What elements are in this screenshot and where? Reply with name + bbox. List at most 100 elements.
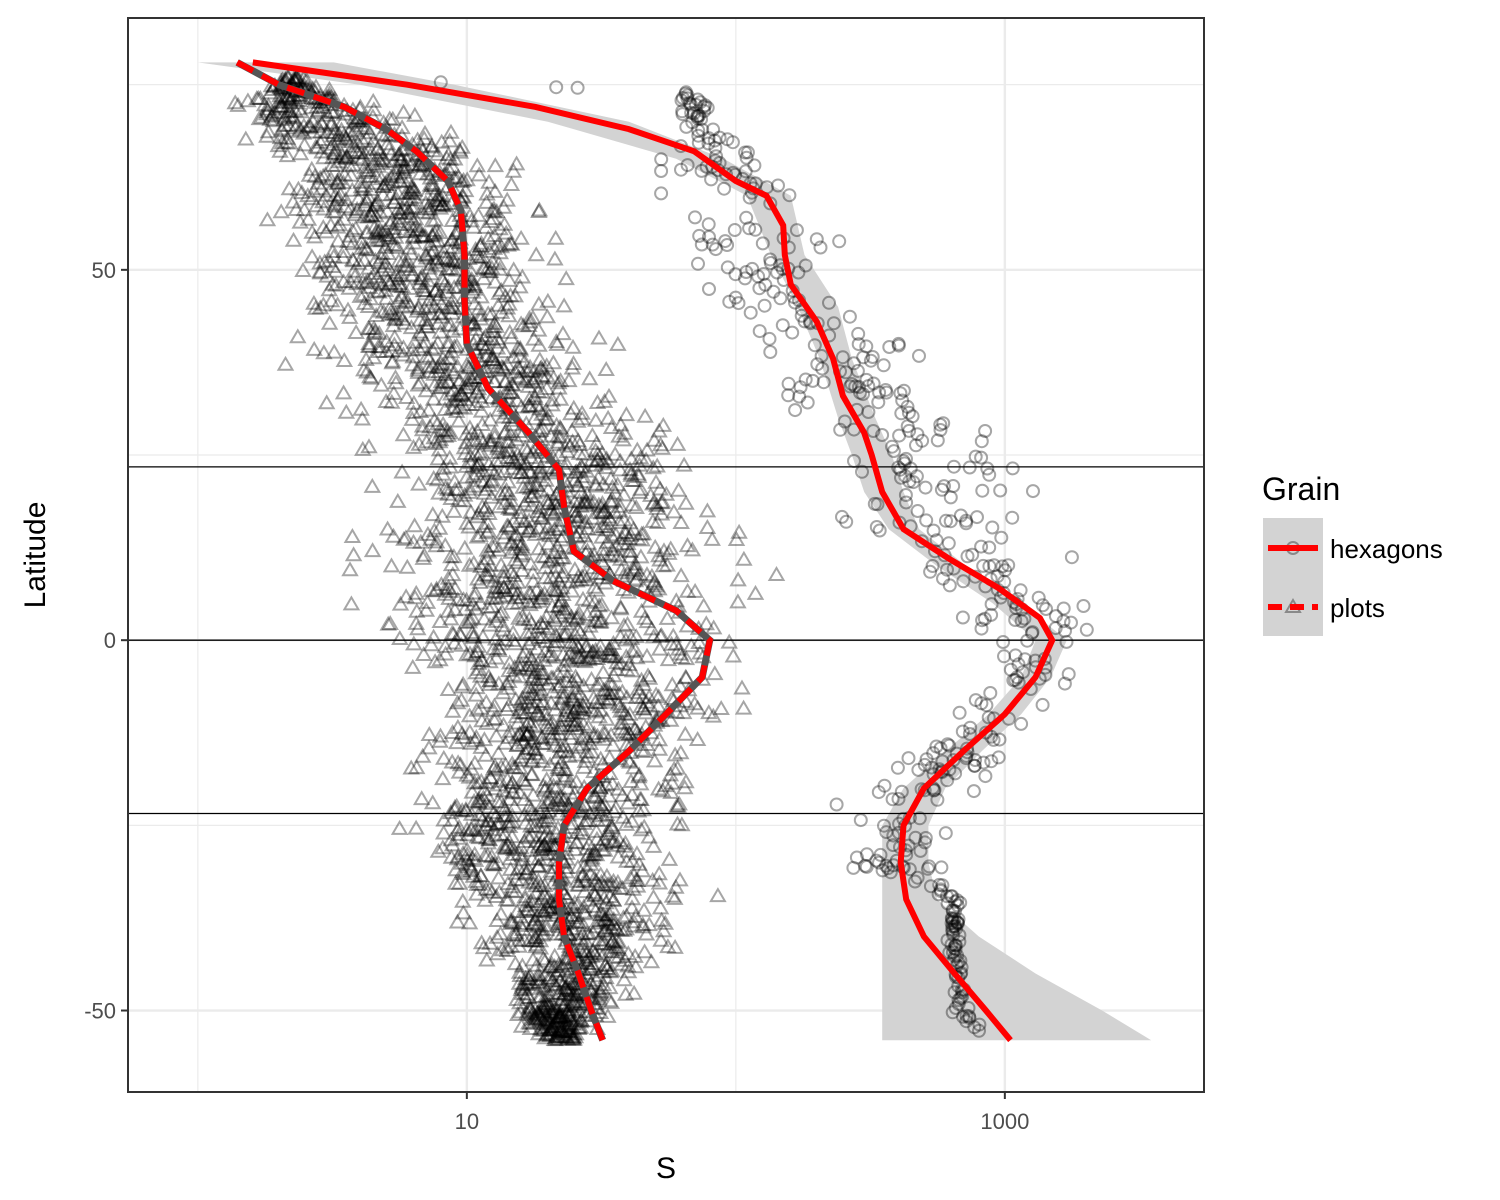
plots-point — [439, 278, 458, 294]
plots-point — [535, 781, 554, 797]
plots-point — [307, 78, 325, 94]
plots-point — [325, 343, 343, 359]
plots-point — [551, 676, 570, 692]
plots-point — [547, 333, 566, 349]
hexagons-point — [813, 240, 828, 255]
plots-point — [552, 420, 570, 436]
plots-point — [604, 872, 623, 888]
plots-point — [610, 832, 628, 847]
plots-point — [572, 1011, 590, 1027]
plots-point — [623, 643, 641, 659]
plots-point — [463, 783, 481, 799]
plots-point — [333, 113, 352, 129]
plots-point — [314, 193, 332, 209]
plots-point — [403, 184, 421, 200]
plots-point — [539, 292, 557, 308]
plots-point — [594, 664, 612, 679]
plots-point — [621, 543, 639, 558]
plots-point — [449, 718, 467, 734]
plots-point — [327, 144, 345, 160]
plots-point — [629, 802, 648, 818]
plots-point — [628, 570, 646, 586]
plots-point — [504, 261, 523, 277]
plots-point — [558, 651, 576, 667]
plots-point — [537, 921, 556, 937]
plots-point — [524, 932, 542, 948]
plots-point — [544, 369, 563, 385]
plots-point — [604, 736, 622, 752]
plots-point — [591, 982, 610, 998]
plots-point — [537, 608, 556, 623]
hexagons-point — [991, 750, 1006, 765]
plots-point — [634, 700, 653, 716]
x-axis-title: S — [656, 1152, 676, 1185]
plots-point — [290, 92, 309, 107]
plots-point — [688, 731, 707, 746]
plots-point — [551, 544, 570, 560]
hexagons-point — [709, 149, 724, 164]
plots-point — [589, 445, 607, 461]
plots-point — [575, 514, 594, 530]
plots-point — [283, 90, 301, 106]
plots-point — [599, 876, 617, 891]
plots-point — [409, 361, 427, 377]
plots-point — [539, 888, 558, 904]
plots-point — [492, 905, 510, 921]
plots-point — [570, 876, 588, 892]
plots-point — [533, 734, 551, 750]
plots-point — [477, 693, 496, 709]
plots-point — [502, 492, 520, 508]
plots-point — [488, 928, 506, 944]
plots-point — [594, 946, 612, 962]
plots-point — [364, 92, 382, 108]
plots-point — [506, 551, 524, 567]
plots-point — [342, 166, 360, 182]
plots-point — [474, 628, 492, 644]
plots-point — [402, 191, 421, 207]
plots-point — [591, 637, 610, 653]
plots-point — [590, 794, 608, 810]
plots-point — [657, 485, 676, 501]
plots-point — [385, 220, 404, 235]
plots-point — [543, 898, 562, 914]
plots-point — [626, 947, 644, 963]
plots-point — [577, 964, 595, 980]
plots-point — [566, 1015, 584, 1031]
plots-point — [628, 845, 646, 861]
plots-point — [663, 676, 682, 692]
plots-point — [590, 990, 608, 1006]
plots-point — [567, 773, 586, 789]
plots-point — [522, 623, 540, 639]
plots-point — [558, 955, 576, 970]
plots-point — [393, 119, 411, 135]
plots-point — [531, 661, 549, 677]
plots-point — [539, 809, 557, 825]
plots-point — [666, 938, 684, 954]
plots-point — [566, 508, 584, 524]
plots-point — [259, 123, 278, 139]
plots-point — [576, 494, 594, 510]
plots-point — [389, 492, 407, 508]
plots-point — [547, 567, 565, 583]
plots-point — [543, 396, 561, 412]
plots-point — [526, 929, 545, 944]
plots-point — [561, 1011, 580, 1027]
hexagons-point — [937, 479, 951, 494]
plot-panel — [128, 18, 1204, 1092]
plots-point — [365, 101, 383, 117]
plots-point — [590, 496, 608, 512]
hexagons-point — [742, 190, 757, 205]
plots-point — [409, 298, 428, 314]
plots-point — [546, 1028, 565, 1044]
plots-point — [564, 338, 582, 354]
plots-point — [599, 521, 617, 537]
hexagons-point — [945, 919, 960, 934]
plots-point — [643, 567, 661, 583]
plots-point — [371, 144, 389, 160]
plots-point — [501, 442, 519, 458]
plots-point — [442, 548, 460, 564]
plots-point — [535, 997, 554, 1013]
plots-point — [481, 672, 499, 688]
plots-point — [500, 307, 518, 323]
plots-point — [545, 836, 563, 852]
